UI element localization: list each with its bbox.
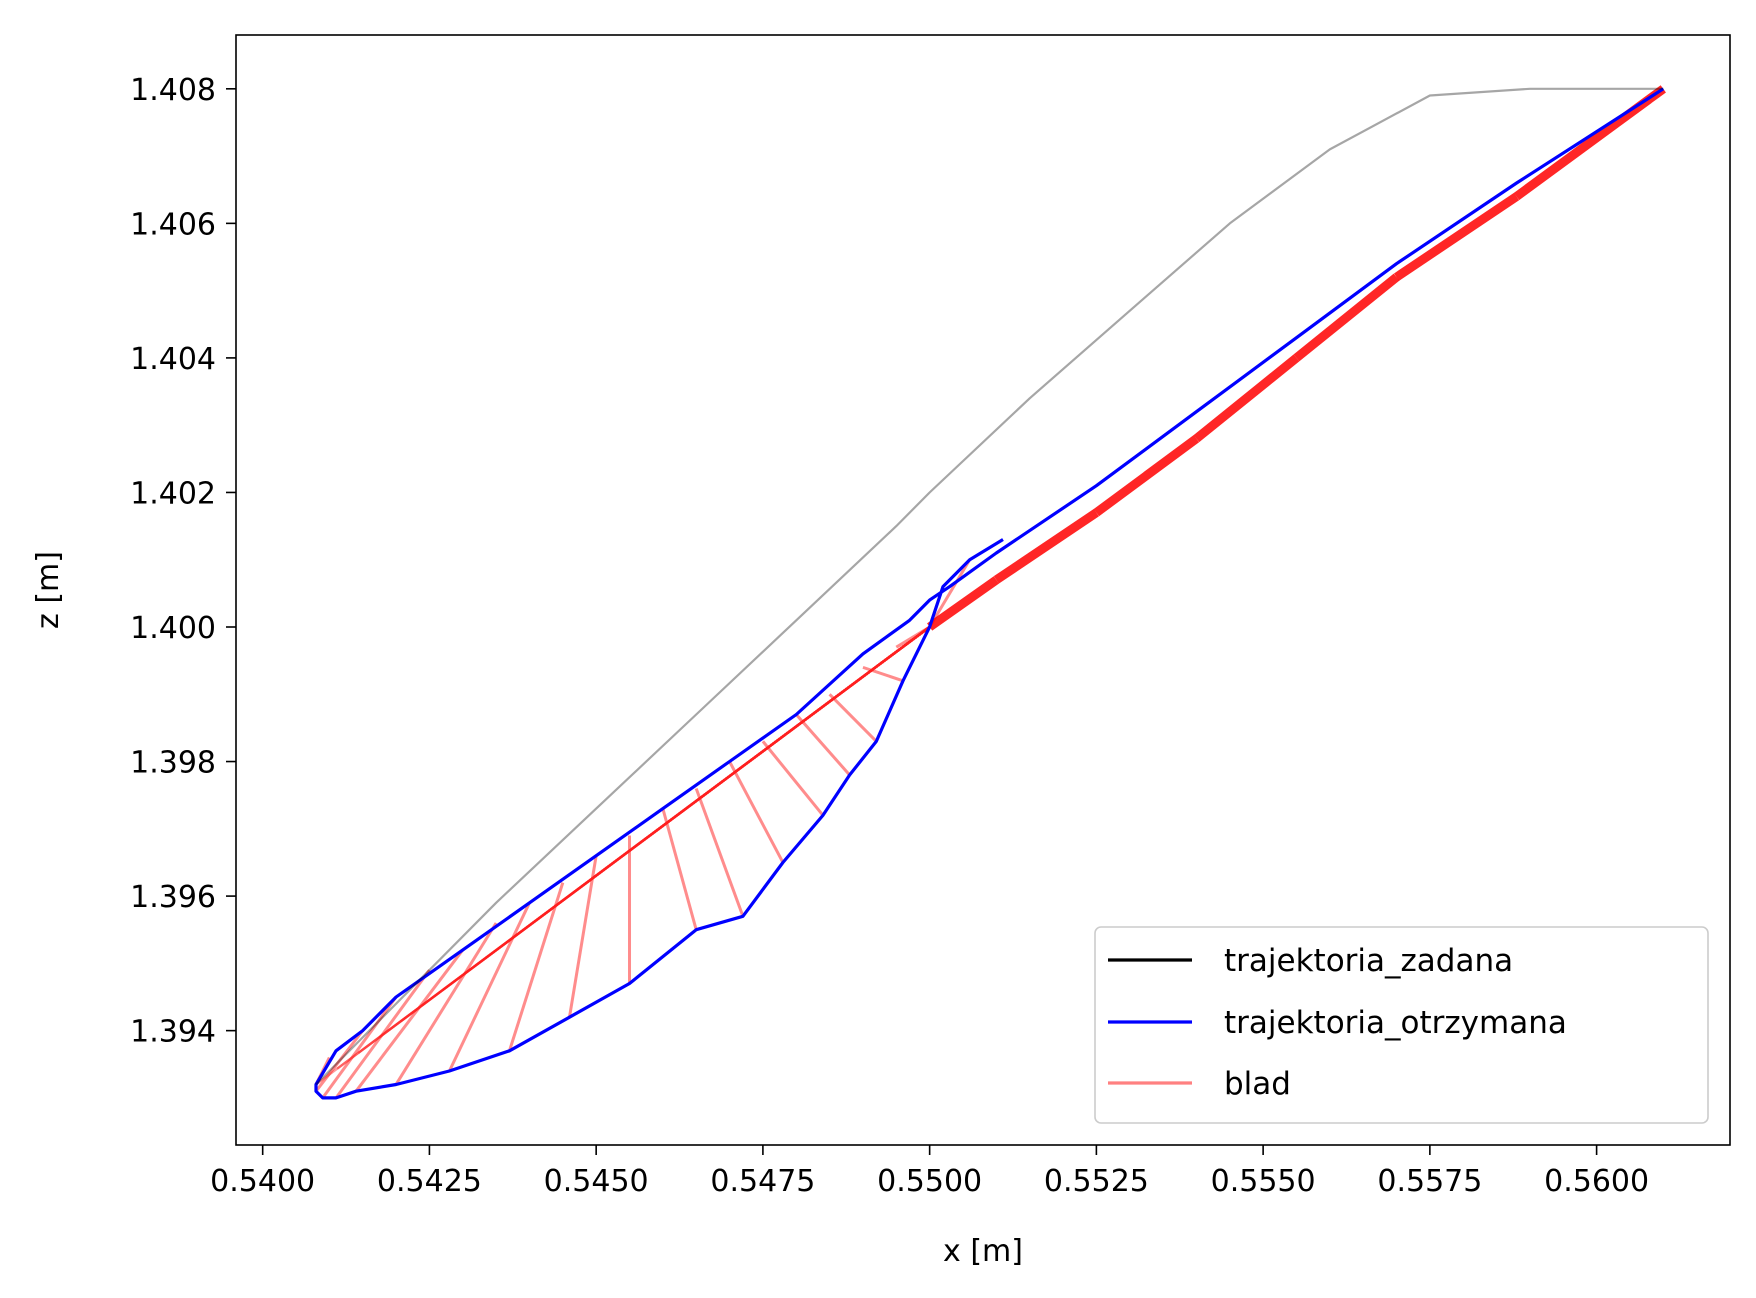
error-line bbox=[314, 1029, 364, 1093]
x-tick-label: 0.5575 bbox=[1377, 1164, 1482, 1199]
legend-label-blad: blad bbox=[1224, 1066, 1291, 1102]
y-tick-label: 1.404 bbox=[130, 342, 216, 377]
x-tick-label: 0.5600 bbox=[1544, 1164, 1649, 1199]
error-line bbox=[336, 626, 931, 1070]
error-line bbox=[696, 626, 931, 802]
error-line bbox=[823, 626, 931, 707]
x-tick-label: 0.5450 bbox=[544, 1164, 649, 1199]
error-line bbox=[780, 626, 931, 739]
error-line bbox=[315, 626, 931, 1086]
error-line bbox=[357, 626, 931, 1054]
error-line bbox=[801, 626, 931, 723]
error-line bbox=[354, 949, 464, 1093]
error-line bbox=[321, 996, 398, 1099]
x-tick-label: 0.5500 bbox=[877, 1164, 982, 1199]
y-axis: 1.394 1.396 1.398 1.400 1.402 1.404 1.406 1.408 bbox=[130, 73, 236, 1050]
legend-label-trajektoria-otrzymana: trajektoria_otrzymana bbox=[1224, 1005, 1567, 1041]
error-line bbox=[795, 713, 851, 776]
error-line bbox=[421, 626, 931, 1007]
y-tick-label: 1.402 bbox=[130, 476, 216, 511]
x-tick-label: 0.5400 bbox=[210, 1164, 315, 1199]
x-axis-label: x [m] bbox=[943, 1234, 1023, 1269]
error-line bbox=[611, 626, 931, 865]
error-line bbox=[738, 626, 931, 770]
error-line bbox=[590, 626, 931, 881]
error-line bbox=[399, 626, 931, 1023]
y-tick-label: 1.400 bbox=[130, 611, 216, 646]
error-line bbox=[568, 855, 598, 1018]
legend-label-trajektoria-zadana: trajektoria_zadana bbox=[1224, 943, 1513, 979]
error-line bbox=[761, 740, 825, 817]
y-tick-label: 1.406 bbox=[130, 207, 216, 242]
error-line bbox=[675, 626, 931, 818]
x-axis: 0.5400 0.5425 0.5450 0.5475 0.5500 0.5525 0.55… bbox=[210, 1145, 1649, 1199]
error-line bbox=[907, 626, 931, 644]
error-line bbox=[1513, 85, 1666, 201]
series-line-trajektoria-otrzymana bbox=[314, 87, 1665, 1100]
error-line bbox=[717, 626, 931, 786]
error-line bbox=[862, 665, 904, 683]
error-line bbox=[569, 626, 931, 897]
error-line bbox=[484, 626, 931, 960]
x-tick-label: 0.5425 bbox=[377, 1164, 482, 1199]
error-line bbox=[759, 626, 931, 755]
x-tick-label: 0.5475 bbox=[710, 1164, 815, 1199]
error-line bbox=[505, 626, 931, 944]
error-lines-layer bbox=[314, 85, 1666, 1099]
error-line bbox=[844, 626, 931, 692]
error-line bbox=[1394, 192, 1520, 281]
y-tick-label: 1.408 bbox=[130, 73, 216, 108]
error-line bbox=[886, 626, 931, 660]
error-line bbox=[1193, 354, 1300, 443]
error-line bbox=[378, 626, 931, 1039]
legend-box bbox=[1094, 926, 1709, 1124]
error-line bbox=[728, 760, 785, 864]
error-line bbox=[1093, 435, 1200, 517]
error-line bbox=[526, 626, 931, 928]
series-layer bbox=[314, 87, 1665, 1100]
y-tick-label: 1.398 bbox=[130, 746, 216, 781]
x-tick-label: 0.5550 bbox=[1211, 1164, 1316, 1199]
error-line bbox=[661, 808, 698, 931]
error-line bbox=[828, 693, 878, 743]
error-line bbox=[463, 626, 931, 975]
error-line bbox=[928, 558, 971, 628]
y-axis-label: z [m] bbox=[31, 551, 66, 629]
error-line bbox=[508, 882, 565, 1052]
error-line bbox=[442, 626, 931, 991]
y-tick-label: 1.394 bbox=[130, 1015, 216, 1050]
error-line bbox=[694, 787, 745, 917]
error-line bbox=[865, 626, 931, 676]
error-line bbox=[895, 625, 931, 649]
legend: trajektoria_zadana trajektoria_otrzymana… bbox=[1094, 926, 1709, 1124]
y-tick-label: 1.396 bbox=[130, 880, 216, 915]
error-line bbox=[548, 626, 931, 912]
series-line-trajektoria-zadana bbox=[315, 87, 1664, 1086]
error-line bbox=[927, 576, 999, 631]
error-line bbox=[394, 922, 498, 1086]
axes-frame bbox=[235, 34, 1731, 1146]
x-tick-label: 0.5525 bbox=[1044, 1164, 1149, 1199]
error-line bbox=[653, 626, 931, 834]
error-line bbox=[1293, 273, 1400, 362]
error-line bbox=[632, 626, 931, 849]
error-line bbox=[334, 969, 431, 1099]
error-line bbox=[993, 508, 1099, 584]
error-line bbox=[448, 902, 531, 1072]
